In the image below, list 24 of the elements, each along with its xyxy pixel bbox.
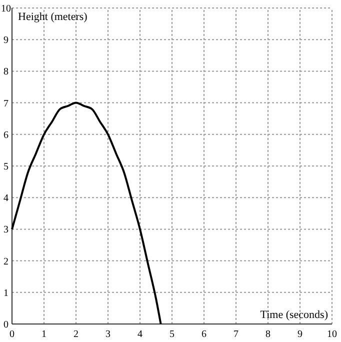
- y-tick-label: 10: [1, 4, 11, 14]
- y-tick-label: 0: [4, 320, 8, 330]
- x-tick-label: 5: [170, 329, 174, 340]
- y-tick-label: 2: [4, 256, 8, 268]
- y-tick-label: 3: [4, 224, 8, 236]
- x-tick-label: 6: [202, 329, 206, 340]
- y-tick-label: 5: [4, 162, 8, 172]
- x-tick-label: 8: [266, 329, 270, 340]
- y-tick-label: 6: [4, 130, 8, 141]
- y-tick-label: 9: [4, 35, 8, 46]
- x-tick-label: 7: [234, 329, 238, 340]
- x-tick-label: 2: [74, 329, 78, 340]
- y-tick-label: 4: [4, 193, 8, 204]
- y-tick-label: 1: [4, 288, 8, 299]
- y-axis-title: Height (meters): [18, 11, 88, 23]
- x-tick-label: 3: [106, 329, 110, 340]
- x-tick-label: 4: [138, 329, 142, 340]
- x-axis-title: Time (seconds): [260, 309, 328, 321]
- x-tick-label: 9: [298, 329, 302, 340]
- y-tick-label: 8: [4, 66, 8, 78]
- x-tick-label: 1: [42, 329, 46, 340]
- y-tick-label: 7: [4, 98, 8, 110]
- x-tick-label: 10: [327, 329, 337, 340]
- line-series: [11, 102, 162, 325]
